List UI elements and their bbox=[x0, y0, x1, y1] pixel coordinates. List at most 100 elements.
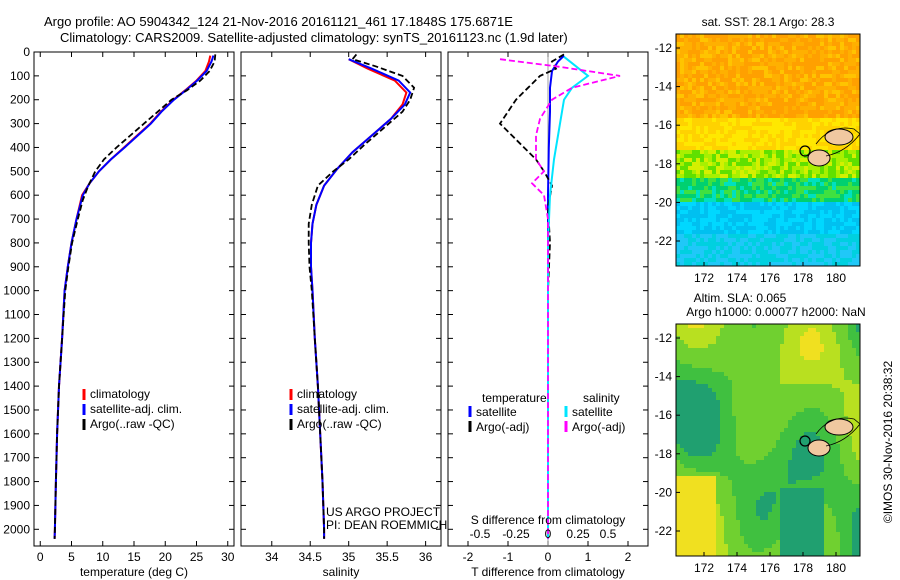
map-cell bbox=[832, 242, 837, 247]
map-cell bbox=[808, 420, 813, 425]
map-cell bbox=[760, 34, 765, 39]
map-cell bbox=[692, 182, 697, 187]
map-cell bbox=[856, 376, 861, 381]
map-cell bbox=[824, 38, 829, 43]
map-cell bbox=[812, 384, 817, 389]
map-cell bbox=[680, 448, 685, 453]
legend-title-temperature: temperature bbox=[482, 391, 547, 405]
map-cell bbox=[824, 174, 829, 179]
map-cell bbox=[752, 90, 757, 95]
map-cell bbox=[744, 412, 749, 417]
map-cell bbox=[772, 356, 777, 361]
map-cell bbox=[844, 492, 849, 497]
map-cell bbox=[844, 484, 849, 489]
map-cell bbox=[816, 436, 821, 441]
map-cell bbox=[788, 42, 793, 47]
map-cell bbox=[788, 62, 793, 67]
map-cell bbox=[720, 416, 725, 421]
map-cell bbox=[788, 130, 793, 135]
map-cell bbox=[728, 484, 733, 489]
map-cell bbox=[748, 460, 753, 465]
map-cell bbox=[800, 238, 805, 243]
map-cell bbox=[804, 384, 809, 389]
map-cell bbox=[808, 170, 813, 175]
map-cell bbox=[744, 158, 749, 163]
map-cell bbox=[708, 118, 713, 123]
map-cell bbox=[700, 90, 705, 95]
map-cell bbox=[768, 496, 773, 501]
map-cell bbox=[740, 126, 745, 131]
map-cell bbox=[844, 94, 849, 99]
map-cell bbox=[720, 356, 725, 361]
map-cell bbox=[820, 392, 825, 397]
map-cell bbox=[676, 258, 681, 263]
map-cell bbox=[684, 444, 689, 449]
map-cell bbox=[720, 492, 725, 497]
map-cell bbox=[844, 404, 849, 409]
x-tick-label-temperature: 10 bbox=[96, 550, 110, 564]
map-cell bbox=[716, 262, 721, 267]
map-cell bbox=[752, 210, 757, 215]
map-cell bbox=[784, 400, 789, 405]
map-cell bbox=[784, 90, 789, 95]
map-cell bbox=[784, 250, 789, 255]
map-cell bbox=[784, 262, 789, 267]
map-cell bbox=[676, 50, 681, 55]
map-cell bbox=[684, 428, 689, 433]
map-cell bbox=[780, 126, 785, 131]
map-cell bbox=[752, 432, 757, 437]
map-cell bbox=[704, 500, 709, 505]
map-cell bbox=[724, 464, 729, 469]
map-cell bbox=[792, 484, 797, 489]
map-cell bbox=[692, 170, 697, 175]
map-cell bbox=[756, 178, 761, 183]
lon-tick-label: 180 bbox=[826, 271, 846, 285]
map-cell bbox=[764, 194, 769, 199]
map-cell bbox=[796, 424, 801, 429]
map-cell bbox=[752, 222, 757, 227]
map-cell bbox=[716, 170, 721, 175]
map-cell bbox=[720, 110, 725, 115]
map-cell bbox=[700, 126, 705, 131]
map-cell bbox=[688, 480, 693, 485]
map-cell bbox=[696, 46, 701, 51]
map-cell bbox=[752, 190, 757, 195]
map-cell bbox=[776, 416, 781, 421]
map-cell bbox=[796, 336, 801, 341]
map-cell bbox=[776, 190, 781, 195]
map-cell bbox=[764, 448, 769, 453]
map-cell bbox=[700, 460, 705, 465]
map-cell bbox=[688, 174, 693, 179]
map-cell bbox=[704, 62, 709, 67]
x-tick-label-salinity: 34.5 bbox=[299, 550, 323, 564]
map-cell bbox=[852, 408, 857, 413]
map-cell bbox=[680, 404, 685, 409]
map-cell bbox=[812, 174, 817, 179]
map-cell bbox=[852, 384, 857, 389]
map-cell bbox=[716, 222, 721, 227]
map-cell bbox=[688, 424, 693, 429]
map-cell bbox=[748, 324, 753, 329]
map-cell bbox=[848, 118, 853, 123]
map-cell bbox=[680, 440, 685, 445]
map-cell bbox=[760, 448, 765, 453]
map-cell bbox=[852, 98, 857, 103]
map-cell bbox=[748, 218, 753, 223]
map-cell bbox=[680, 380, 685, 385]
map-cell bbox=[708, 344, 713, 349]
map-cell bbox=[840, 162, 845, 167]
map-cell bbox=[676, 412, 681, 417]
map-cell bbox=[752, 34, 757, 39]
map-cell bbox=[820, 130, 825, 135]
map-cell bbox=[828, 142, 833, 147]
map-cell bbox=[808, 186, 813, 191]
map-cell bbox=[800, 138, 805, 143]
map-cell bbox=[764, 436, 769, 441]
map-cell bbox=[800, 408, 805, 413]
map-cell bbox=[724, 428, 729, 433]
map-cell bbox=[848, 404, 853, 409]
map-cell bbox=[752, 420, 757, 425]
map-cell bbox=[840, 94, 845, 99]
map-cell bbox=[808, 460, 813, 465]
map-cell bbox=[764, 262, 769, 267]
